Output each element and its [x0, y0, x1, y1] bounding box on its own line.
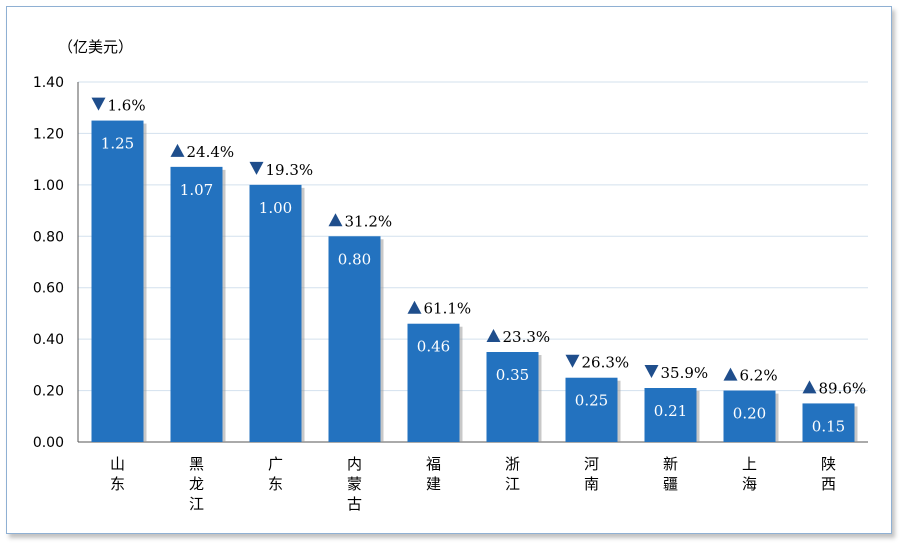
bar-value-label: 1.00 [259, 199, 292, 217]
bar-value-label: 0.25 [575, 392, 608, 410]
bar [249, 184, 302, 442]
increase-triangle-icon [328, 213, 343, 227]
bar [565, 377, 618, 442]
y-tick-label: 1.20 [33, 126, 64, 142]
bar [170, 166, 223, 442]
bar-value-label: 1.07 [180, 181, 213, 199]
change-label: 89.6% [819, 379, 867, 397]
change-label: 26.3% [582, 354, 630, 372]
decrease-triangle-icon [565, 354, 580, 368]
bar-value-label: 0.21 [654, 402, 687, 420]
bar [723, 390, 776, 442]
increase-triangle-icon [407, 300, 422, 314]
category-label: 河南 [584, 455, 599, 493]
increase-triangle-icon [802, 380, 817, 394]
bar-value-label: 0.15 [812, 417, 845, 435]
category-label: 浙江 [505, 455, 520, 493]
bar [802, 403, 855, 442]
unit-label: （亿美元） [58, 38, 133, 56]
decrease-triangle-icon [91, 97, 106, 111]
change-label: 23.3% [503, 328, 551, 346]
y-tick-label: 1.40 [33, 75, 64, 91]
y-tick-label: 0.40 [33, 332, 64, 348]
change-label: 61.1% [424, 300, 472, 318]
y-tick-label: 1.00 [33, 178, 64, 194]
bar-value-label: 0.35 [496, 366, 529, 384]
decrease-triangle-icon [644, 365, 659, 378]
change-label: 19.3% [266, 161, 314, 179]
bar [644, 388, 697, 442]
category-label: 内蒙古 [347, 455, 362, 513]
y-tick-label: 0.60 [33, 281, 64, 297]
change-label: 31.2% [345, 212, 393, 230]
bar [328, 236, 381, 442]
bar [407, 323, 460, 442]
bar-value-label: 0.46 [417, 338, 450, 356]
y-tick-label: 0.20 [33, 384, 64, 400]
increase-triangle-icon [723, 367, 738, 381]
category-label: 黑龙江 [189, 455, 204, 513]
decrease-triangle-icon [249, 161, 264, 175]
change-label: 1.6% [108, 97, 146, 115]
increase-triangle-icon [486, 329, 501, 342]
change-label: 24.4% [187, 143, 235, 161]
y-tick-label: 0.80 [33, 229, 64, 245]
bar-value-label: 1.25 [101, 135, 134, 153]
bar [91, 120, 144, 443]
increase-triangle-icon [170, 143, 185, 157]
bar [486, 352, 539, 442]
category-label: 陕西 [821, 455, 836, 493]
category-label: 新疆 [663, 455, 678, 493]
category-label: 广东 [268, 455, 283, 493]
category-label: 福建 [426, 455, 441, 493]
chart-frame [6, 6, 892, 534]
change-label: 35.9% [661, 364, 709, 382]
change-label: 6.2% [740, 367, 778, 385]
category-label: 上海 [742, 455, 757, 493]
bar-value-label: 0.80 [338, 250, 371, 268]
category-label: 山东 [110, 455, 125, 493]
y-tick-label: 0.00 [33, 435, 64, 451]
bar-value-label: 0.20 [733, 405, 766, 423]
